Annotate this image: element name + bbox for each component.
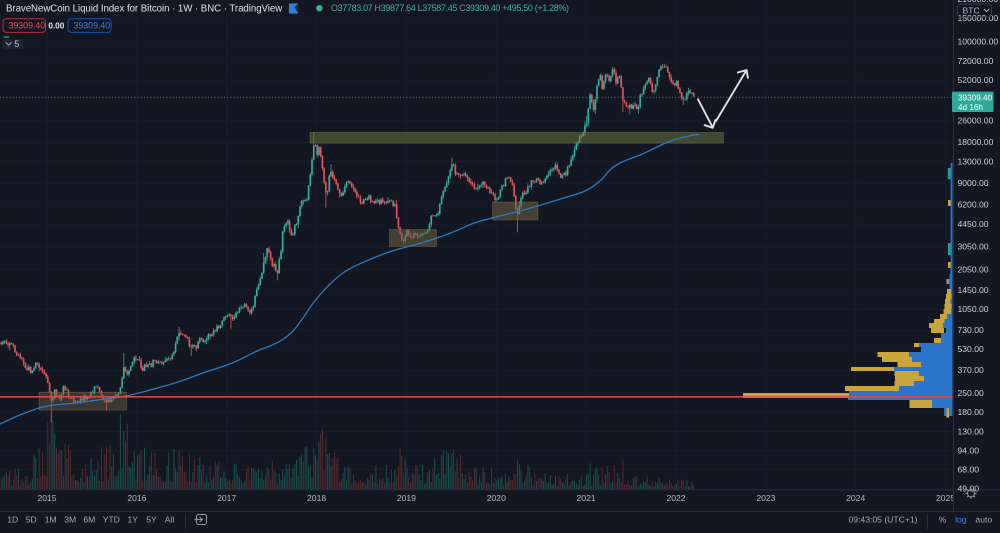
svg-text:68.00: 68.00 xyxy=(958,464,980,474)
svg-text:180.00: 180.00 xyxy=(958,407,985,417)
svg-text:26000.00: 26000.00 xyxy=(958,116,994,126)
svg-text:13000.00: 13000.00 xyxy=(958,156,994,166)
svg-text:370.00: 370.00 xyxy=(958,365,985,375)
svg-text:18000.00: 18000.00 xyxy=(958,137,994,147)
svg-text:5D: 5D xyxy=(26,514,37,524)
svg-text:2015: 2015 xyxy=(37,493,56,503)
svg-text:6200.00: 6200.00 xyxy=(958,200,989,210)
svg-text:1450.00: 1450.00 xyxy=(958,285,989,295)
svg-text:2022: 2022 xyxy=(666,493,685,503)
svg-text:2019: 2019 xyxy=(397,493,416,503)
svg-text:BraveNewCoin Liquid Index for: BraveNewCoin Liquid Index for Bitcoin · … xyxy=(6,3,283,14)
svg-text:3050.00: 3050.00 xyxy=(958,241,989,251)
svg-text:09:43:05 (UTC+1): 09:43:05 (UTC+1) xyxy=(848,514,917,524)
svg-text:94.00: 94.00 xyxy=(958,445,980,455)
svg-text:auto: auto xyxy=(975,514,992,524)
svg-text:39309.40: 39309.40 xyxy=(9,21,46,31)
svg-text:1M: 1M xyxy=(45,514,57,524)
svg-text:1Y: 1Y xyxy=(128,514,139,524)
svg-text:52000.00: 52000.00 xyxy=(958,75,994,85)
svg-text:5: 5 xyxy=(14,39,19,49)
svg-text:2018: 2018 xyxy=(307,493,326,503)
svg-text:210000.00: 210000.00 xyxy=(958,0,999,4)
svg-text:0.00: 0.00 xyxy=(48,21,64,30)
svg-text:150000.00: 150000.00 xyxy=(958,13,999,23)
svg-text:2016: 2016 xyxy=(127,493,146,503)
svg-text:2050.00: 2050.00 xyxy=(958,265,989,275)
svg-text:2020: 2020 xyxy=(487,493,506,503)
svg-text:530.00: 530.00 xyxy=(958,344,985,354)
svg-text:2025: 2025 xyxy=(936,493,955,503)
svg-text:4450.00: 4450.00 xyxy=(958,219,989,229)
svg-text:49.00: 49.00 xyxy=(958,484,980,494)
svg-text:%: % xyxy=(939,514,947,524)
svg-text:9000.00: 9000.00 xyxy=(958,178,989,188)
svg-text:2017: 2017 xyxy=(217,493,236,503)
svg-text:5Y: 5Y xyxy=(146,514,157,524)
svg-text:250.00: 250.00 xyxy=(958,388,985,398)
svg-text:All: All xyxy=(165,514,175,524)
svg-text:72000.00: 72000.00 xyxy=(958,56,994,66)
svg-text:2023: 2023 xyxy=(756,493,775,503)
svg-text:6M: 6M xyxy=(83,514,95,524)
svg-text:130.00: 130.00 xyxy=(958,426,985,436)
svg-text:YTD: YTD xyxy=(103,514,120,524)
svg-text:O37783.07 H39877.64 L37587.45: O37783.07 H39877.64 L37587.45 C39309.40 … xyxy=(331,3,569,13)
svg-text:1050.00: 1050.00 xyxy=(958,304,989,314)
svg-text:BTC: BTC xyxy=(963,6,980,16)
svg-text:730.00: 730.00 xyxy=(958,325,985,335)
svg-text:100000.00: 100000.00 xyxy=(958,37,999,47)
svg-text:39309.40: 39309.40 xyxy=(74,21,111,31)
svg-text:2021: 2021 xyxy=(577,493,596,503)
svg-text:2024: 2024 xyxy=(846,493,865,503)
svg-text:log: log xyxy=(955,514,967,524)
svg-text:39309.40: 39309.40 xyxy=(958,94,993,103)
svg-text:3M: 3M xyxy=(64,514,76,524)
svg-text:1D: 1D xyxy=(7,514,18,524)
svg-text:4d 16h: 4d 16h xyxy=(958,103,983,112)
